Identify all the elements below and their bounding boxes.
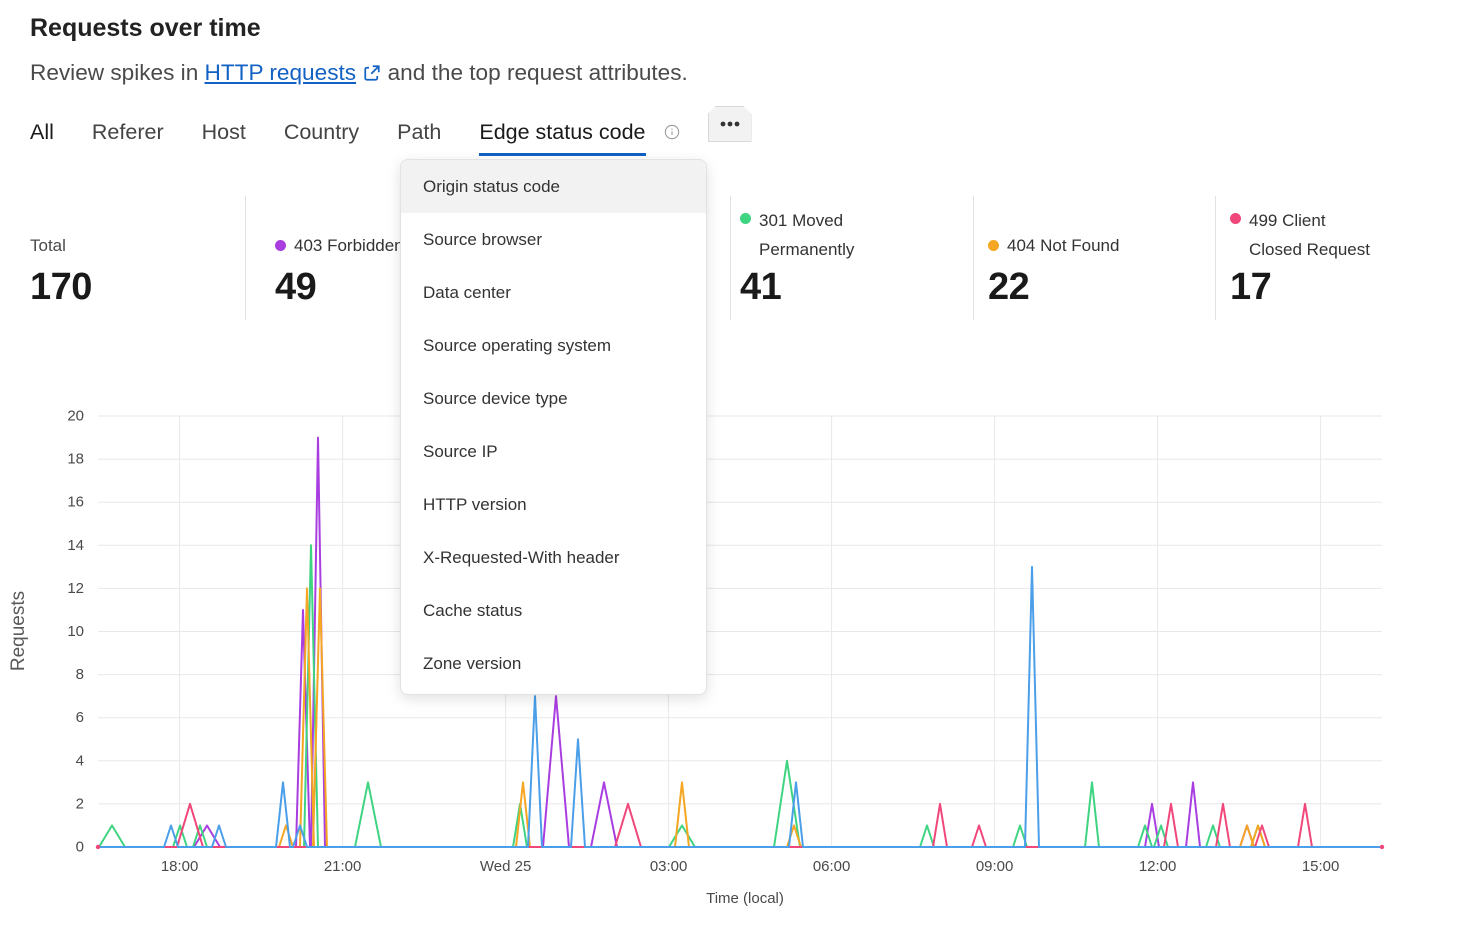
svg-text:6: 6 xyxy=(76,709,84,726)
svg-text:03:00: 03:00 xyxy=(650,858,688,875)
svg-text:21:00: 21:00 xyxy=(324,858,362,875)
svg-text:20: 20 xyxy=(67,408,84,425)
svg-text:09:00: 09:00 xyxy=(976,858,1014,875)
svg-text:10: 10 xyxy=(67,623,84,640)
svg-text:12:00: 12:00 xyxy=(1139,858,1177,875)
svg-text:4: 4 xyxy=(76,752,84,769)
svg-text:14: 14 xyxy=(67,537,84,554)
svg-text:8: 8 xyxy=(76,666,84,683)
svg-text:0: 0 xyxy=(76,839,84,856)
svg-text:Wed 25: Wed 25 xyxy=(480,858,531,875)
svg-text:18:00: 18:00 xyxy=(161,858,199,875)
svg-text:2: 2 xyxy=(76,795,84,812)
svg-text:Time (local): Time (local) xyxy=(706,890,784,907)
svg-text:Requests: Requests xyxy=(8,591,29,671)
svg-text:18: 18 xyxy=(67,451,84,468)
svg-text:06:00: 06:00 xyxy=(813,858,851,875)
svg-text:16: 16 xyxy=(67,494,84,511)
svg-text:15:00: 15:00 xyxy=(1302,858,1340,875)
svg-text:12: 12 xyxy=(67,580,84,597)
